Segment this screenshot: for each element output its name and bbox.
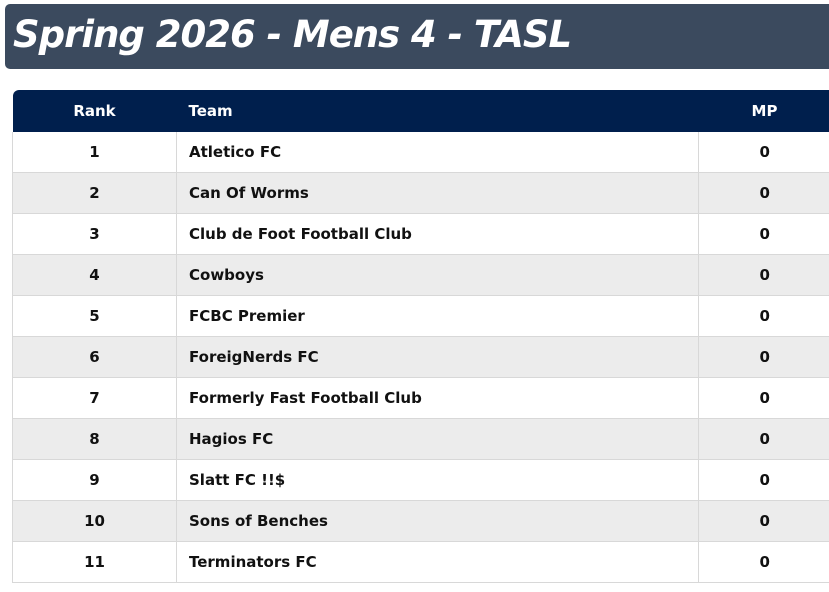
team-cell[interactable]: Hagios FC (176, 418, 699, 460)
table-row: 11 Terminators FC 0 (12, 541, 829, 583)
rank-cell: 7 (12, 377, 177, 419)
table-row: 6 ForeigNerds FC 0 (12, 336, 829, 378)
team-cell[interactable]: Atletico FC (176, 132, 699, 173)
table-row: 8 Hagios FC 0 (12, 418, 829, 460)
rank-cell: 6 (12, 336, 177, 378)
team-cell[interactable]: Can Of Worms (176, 172, 699, 214)
rank-cell: 11 (12, 541, 177, 583)
table-row: 9 Slatt FC !!$ 0 (12, 459, 829, 501)
team-cell[interactable]: FCBC Premier (176, 295, 699, 337)
rank-cell: 9 (12, 459, 177, 501)
standings-table: Rank Team MP 1 Atletico FC 0 2 Can Of Worms 0… (12, 90, 829, 583)
team-cell[interactable]: Sons of Benches (176, 500, 699, 542)
mp-cell: 0 (698, 295, 829, 337)
team-cell[interactable]: Cowboys (176, 254, 699, 296)
table-row: 5 FCBC Premier 0 (12, 295, 829, 337)
column-header-team[interactable]: Team (176, 90, 699, 132)
table-header-row: Rank Team MP (12, 90, 829, 132)
mp-cell: 0 (698, 172, 829, 214)
column-header-rank[interactable]: Rank (12, 90, 177, 132)
mp-cell: 0 (698, 459, 829, 501)
rank-cell: 4 (12, 254, 177, 296)
mp-cell: 0 (698, 541, 829, 583)
mp-cell: 0 (698, 500, 829, 542)
page-title: Spring 2026 - Mens 4 - TASL (13, 13, 572, 56)
table-row: 3 Club de Foot Football Club 0 (12, 213, 829, 255)
team-cell[interactable]: Formerly Fast Football Club (176, 377, 699, 419)
mp-cell: 0 (698, 213, 829, 255)
team-cell[interactable]: ForeigNerds FC (176, 336, 699, 378)
rank-cell: 8 (12, 418, 177, 460)
rank-cell: 5 (12, 295, 177, 337)
table-row: 2 Can Of Worms 0 (12, 172, 829, 214)
mp-cell: 0 (698, 377, 829, 419)
mp-cell: 0 (698, 418, 829, 460)
team-cell[interactable]: Terminators FC (176, 541, 699, 583)
rank-cell: 10 (12, 500, 177, 542)
team-cell[interactable]: Club de Foot Football Club (176, 213, 699, 255)
mp-cell: 0 (698, 254, 829, 296)
rank-cell: 3 (12, 213, 177, 255)
table-row: 10 Sons of Benches 0 (12, 500, 829, 542)
title-bar: Spring 2026 - Mens 4 - TASL (5, 4, 829, 69)
team-cell[interactable]: Slatt FC !!$ (176, 459, 699, 501)
rank-cell: 1 (12, 132, 177, 173)
table-row: 1 Atletico FC 0 (12, 132, 829, 173)
mp-cell: 0 (698, 132, 829, 173)
rank-cell: 2 (12, 172, 177, 214)
table-row: 4 Cowboys 0 (12, 254, 829, 296)
column-header-mp[interactable]: MP (698, 90, 829, 132)
mp-cell: 0 (698, 336, 829, 378)
table-row: 7 Formerly Fast Football Club 0 (12, 377, 829, 419)
